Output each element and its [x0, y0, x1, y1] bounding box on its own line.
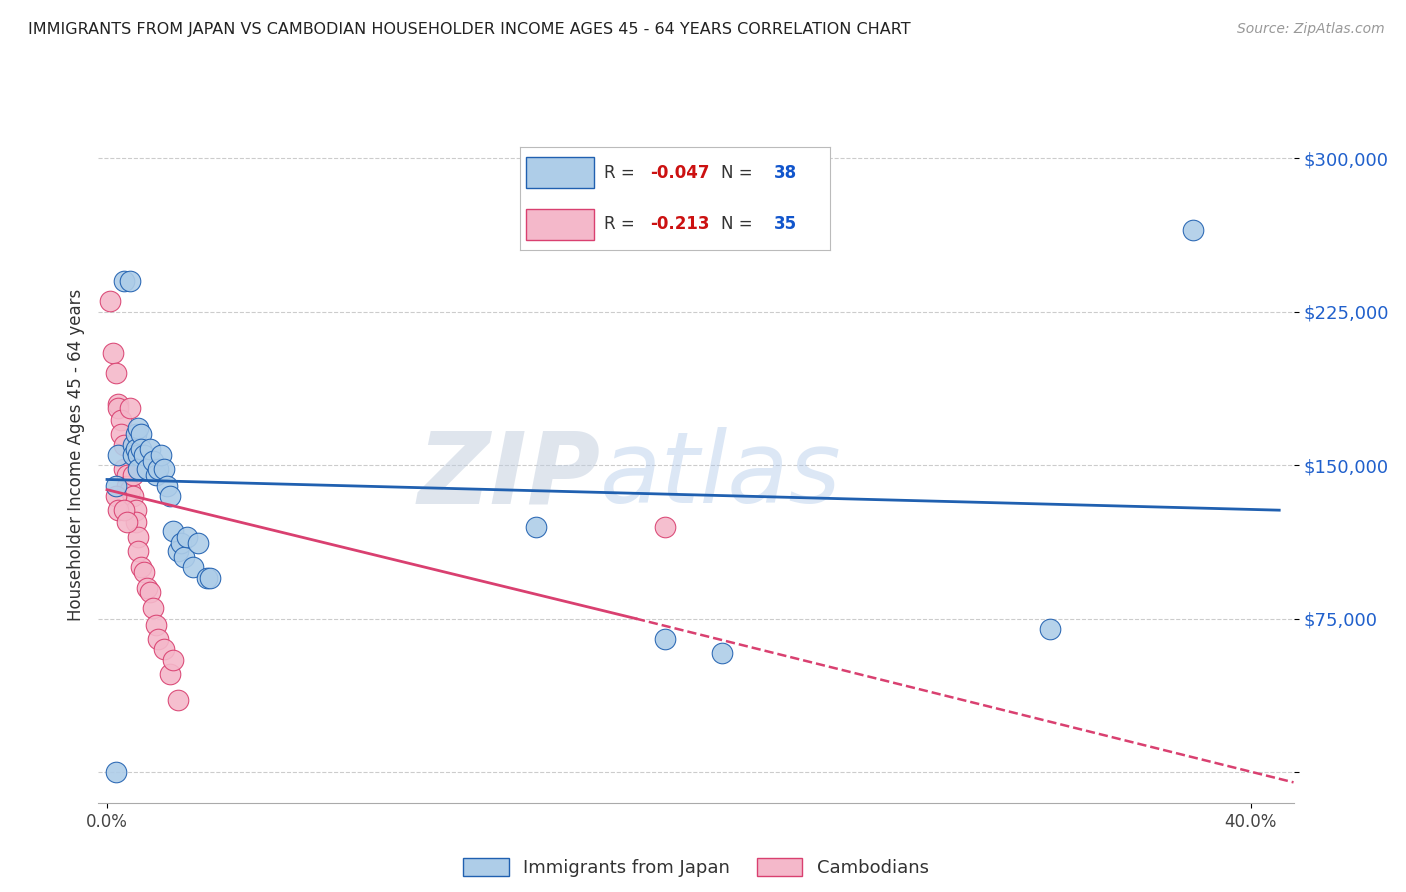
Point	[118, 483, 141, 497]
Text: R =: R =	[603, 215, 640, 233]
Point	[104, 489, 127, 503]
Text: ZIP: ZIP	[418, 427, 600, 524]
Point	[170, 536, 193, 550]
Point	[112, 438, 135, 452]
Point	[153, 642, 176, 657]
Point	[121, 438, 143, 452]
Point	[134, 448, 156, 462]
Point	[124, 442, 146, 456]
Point	[107, 503, 129, 517]
Text: N =: N =	[721, 164, 758, 182]
Point	[107, 448, 129, 462]
Point	[124, 503, 146, 517]
Point	[101, 345, 124, 359]
Point	[110, 413, 132, 427]
Point	[107, 397, 129, 411]
Point	[121, 448, 143, 462]
Point	[127, 544, 149, 558]
Point	[145, 617, 167, 632]
Point	[127, 530, 149, 544]
FancyBboxPatch shape	[526, 158, 595, 188]
Point	[115, 468, 138, 483]
Point	[131, 427, 153, 442]
Point	[131, 442, 153, 456]
Point	[136, 581, 159, 595]
Text: -0.213: -0.213	[650, 215, 710, 233]
Point	[176, 530, 198, 544]
Point	[148, 632, 170, 646]
Point	[156, 478, 179, 492]
FancyBboxPatch shape	[526, 209, 595, 239]
Point	[139, 442, 162, 456]
Point	[162, 652, 184, 666]
Point	[159, 489, 181, 503]
Point	[710, 647, 733, 661]
Point	[654, 632, 676, 646]
Point	[124, 516, 146, 530]
Point	[112, 503, 135, 517]
Point	[142, 454, 165, 468]
Point	[127, 462, 149, 476]
Text: Source: ZipAtlas.com: Source: ZipAtlas.com	[1237, 22, 1385, 37]
Point	[173, 550, 195, 565]
Text: -0.047: -0.047	[650, 164, 710, 182]
Point	[124, 427, 146, 442]
Point	[98, 294, 121, 309]
Point	[181, 560, 204, 574]
Point	[121, 468, 143, 483]
Point	[198, 571, 221, 585]
Point	[110, 427, 132, 442]
Point	[139, 585, 162, 599]
Text: atlas: atlas	[600, 427, 842, 524]
Point	[104, 478, 127, 492]
Point	[167, 693, 190, 707]
Text: N =: N =	[721, 215, 758, 233]
Text: IMMIGRANTS FROM JAPAN VS CAMBODIAN HOUSEHOLDER INCOME AGES 45 - 64 YEARS CORRELA: IMMIGRANTS FROM JAPAN VS CAMBODIAN HOUSE…	[28, 22, 911, 37]
Point	[159, 666, 181, 681]
Point	[112, 274, 135, 288]
Point	[115, 478, 138, 492]
Point	[150, 448, 173, 462]
Text: 38: 38	[773, 164, 797, 182]
Point	[145, 468, 167, 483]
Point	[136, 462, 159, 476]
Point	[104, 366, 127, 380]
Legend: Immigrants from Japan, Cambodians: Immigrants from Japan, Cambodians	[456, 850, 936, 884]
Point	[142, 601, 165, 615]
Point	[107, 401, 129, 415]
Text: 35: 35	[773, 215, 797, 233]
Point	[104, 765, 127, 780]
Point	[131, 560, 153, 574]
Point	[112, 462, 135, 476]
Point	[153, 462, 176, 476]
Point	[118, 401, 141, 415]
Point	[524, 519, 547, 533]
Point	[118, 274, 141, 288]
Point	[121, 489, 143, 503]
Point	[127, 448, 149, 462]
Point	[127, 421, 149, 435]
Point	[162, 524, 184, 538]
Point	[167, 544, 190, 558]
Y-axis label: Householder Income Ages 45 - 64 years: Householder Income Ages 45 - 64 years	[66, 289, 84, 621]
Point	[1039, 622, 1062, 636]
Text: R =: R =	[603, 164, 640, 182]
Point	[187, 536, 209, 550]
Point	[654, 519, 676, 533]
Point	[115, 516, 138, 530]
Point	[195, 571, 218, 585]
Point	[1182, 223, 1205, 237]
Point	[148, 462, 170, 476]
Point	[134, 565, 156, 579]
